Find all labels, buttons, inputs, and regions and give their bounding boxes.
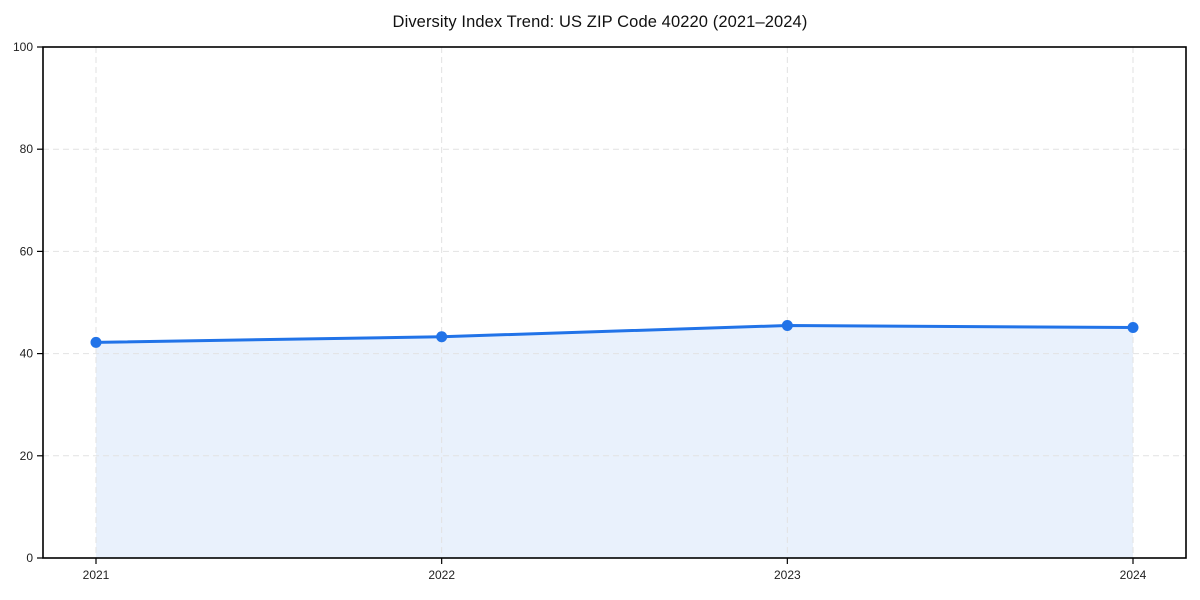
plot-border	[42, 46, 1187, 559]
x-tick-label: 2021	[83, 568, 110, 582]
y-tick-label: 100	[13, 40, 33, 54]
y-tick-label: 40	[20, 347, 34, 361]
data-point	[1127, 322, 1139, 334]
y-tick-label: 0	[26, 551, 33, 565]
y-tick-label: 80	[20, 142, 34, 156]
data-point	[436, 331, 448, 343]
data-line	[94, 323, 1135, 344]
data-point	[781, 319, 793, 331]
y-tick-label: 60	[20, 244, 34, 258]
x-tick-label: 2023	[774, 568, 801, 582]
chart-title: Diversity Index Trend: US ZIP Code 40220…	[392, 13, 808, 31]
y-tick-label: 20	[20, 449, 34, 463]
data-point	[90, 336, 102, 348]
x-tick-label: 2022	[428, 568, 455, 582]
area-fill	[96, 325, 1133, 558]
x-tick-label: 2024	[1120, 568, 1147, 582]
